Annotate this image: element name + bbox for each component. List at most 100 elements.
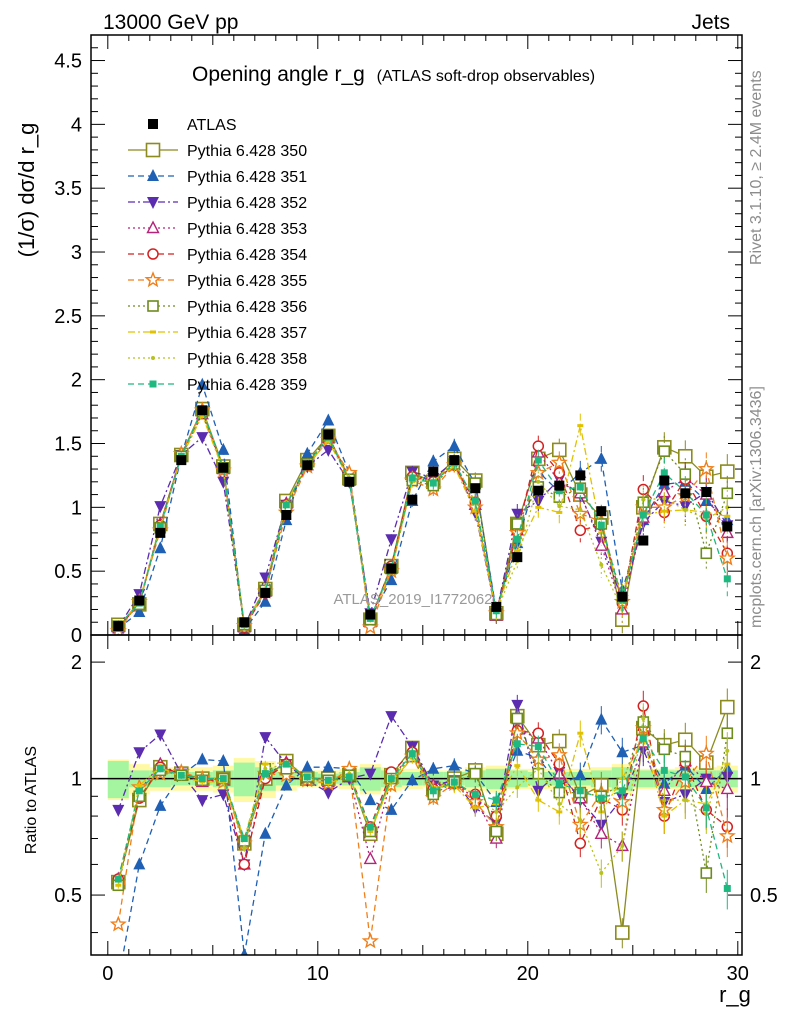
- series-point: [639, 511, 647, 519]
- series-point: [133, 605, 146, 618]
- ratio-point: [322, 760, 335, 773]
- atlas-data-point: [260, 587, 271, 598]
- ratio-point: [217, 789, 230, 802]
- ratio-point: [363, 851, 377, 865]
- ratio-point: [723, 884, 731, 892]
- legend-marker: [144, 271, 162, 288]
- series-point: [156, 522, 164, 530]
- ratio-point: [238, 858, 251, 871]
- series-point: [550, 453, 568, 470]
- y-tick-label: 3.5: [54, 178, 82, 200]
- ratio-point: [109, 915, 127, 932]
- ratio-point: [385, 802, 398, 815]
- legend-marker: [147, 248, 159, 260]
- ratio-point: [387, 775, 395, 783]
- ratio-series-line: [117, 730, 728, 886]
- analysis-watermark: ATLAS_2019_I1772062: [333, 591, 492, 608]
- series-point: [658, 445, 671, 457]
- atlas-data-point: [596, 506, 607, 517]
- ratio-point: [702, 804, 710, 812]
- atlas-data-point: [554, 480, 565, 491]
- ratio-point: [618, 787, 626, 795]
- ratio-point: [594, 826, 608, 839]
- series-point: [683, 507, 688, 512]
- ratio-point: [282, 760, 290, 768]
- legend-label: Pythia 6.428 357: [187, 325, 307, 342]
- ratio-point: [112, 804, 125, 817]
- ratio-point: [550, 746, 568, 763]
- ratio-series-group: [109, 688, 736, 955]
- ratio-series-line: [117, 704, 728, 865]
- series-point: [325, 439, 332, 443]
- ratio-y-tick-label-right: 0.5: [750, 885, 778, 907]
- ratio-point: [450, 778, 458, 786]
- ratio-point: [719, 699, 735, 715]
- series-line: [117, 382, 728, 632]
- atlas-data-point: [722, 521, 733, 532]
- ratio-point: [280, 778, 293, 791]
- ratio-series-line: [122, 718, 728, 955]
- y-tick-label: 0: [71, 625, 82, 647]
- ratio-point: [115, 883, 122, 887]
- series-point: [429, 479, 437, 487]
- legend-marker: [147, 300, 159, 312]
- series-point: [154, 541, 167, 554]
- ratio-y-tick-label: 0.5: [54, 885, 82, 907]
- series-point: [723, 575, 731, 583]
- atlas-data-point: [239, 617, 250, 628]
- ratio-point: [303, 773, 311, 781]
- series-point: [514, 549, 521, 553]
- atlas-data-point: [197, 405, 208, 416]
- series-point: [697, 460, 715, 477]
- series-point: [535, 505, 542, 509]
- ratio-point: [557, 801, 562, 806]
- series-point: [511, 518, 524, 530]
- series-point: [199, 413, 206, 417]
- ratio-point: [219, 775, 227, 783]
- ratio-point: [196, 752, 209, 765]
- legend-marker: [147, 169, 159, 181]
- legend-label: Pythia 6.428 350: [187, 143, 307, 160]
- atlas-data-point: [533, 485, 544, 496]
- ratio-series-line: [117, 705, 728, 880]
- ratio-point: [345, 773, 353, 781]
- mcplots-credit-text: mcplots.cern.ch [arXiv:1306.3436]: [748, 386, 765, 628]
- ratio-point: [576, 787, 584, 795]
- title-main: Opening angle r_g: [192, 63, 365, 86]
- chart-title: Opening angle r_g (ATLAS soft-drop obser…: [192, 63, 595, 86]
- series-point: [513, 535, 521, 543]
- ratio-panel-frame: [90, 634, 743, 956]
- legend-label: Pythia 6.428 358: [187, 351, 307, 368]
- ratio-point: [681, 773, 689, 781]
- series-point: [641, 497, 646, 502]
- ratio-point: [364, 768, 377, 781]
- atlas-data-point: [575, 470, 586, 481]
- series-point: [427, 454, 440, 467]
- y-tick-label: 1: [71, 497, 82, 519]
- ratio-point: [427, 761, 440, 774]
- ratio-point: [514, 764, 521, 768]
- atlas-data-point: [302, 460, 313, 471]
- ratio-point: [595, 712, 608, 725]
- series-point: [282, 501, 290, 509]
- atlas-data-point: [113, 621, 124, 632]
- series-point: [532, 440, 545, 452]
- header-left: 13000 GeV pp: [103, 11, 238, 34]
- ratio-point: [135, 787, 143, 795]
- ratio-point: [133, 747, 146, 760]
- ratio-point: [683, 798, 688, 803]
- ratio-point: [177, 771, 185, 779]
- ratio-point: [662, 798, 667, 803]
- atlas-data-point: [659, 475, 670, 486]
- ratio-point: [597, 794, 605, 802]
- series-point: [599, 562, 604, 567]
- legend-label: Pythia 6.428 354: [187, 247, 307, 264]
- ratio-point: [324, 776, 332, 784]
- ratio-point: [301, 760, 314, 773]
- series-point: [259, 594, 272, 607]
- ratio-point: [262, 762, 269, 766]
- atlas-data-point: [512, 552, 523, 563]
- ratio-point: [658, 743, 671, 756]
- atlas-data-point: [428, 466, 439, 477]
- ratio-point: [578, 818, 583, 823]
